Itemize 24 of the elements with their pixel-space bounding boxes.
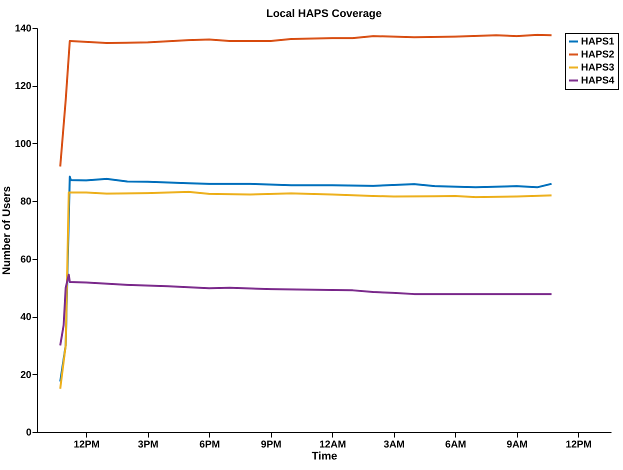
y-tick-label: 0 bbox=[26, 428, 32, 438]
legend-label: HAPS2 bbox=[581, 50, 615, 60]
y-tick-label: 100 bbox=[14, 138, 32, 150]
y-tick-label: 120 bbox=[14, 81, 32, 92]
x-tick-label: 3AM bbox=[384, 440, 405, 450]
x-tick-label: 12AM bbox=[319, 440, 346, 450]
y-tick-label: 140 bbox=[14, 24, 32, 34]
y-tick-label: 60 bbox=[20, 254, 32, 266]
y-axis-title: Number of Users bbox=[0, 186, 13, 275]
legend-label: HAPS4 bbox=[581, 76, 615, 86]
x-tick-label: 12PM bbox=[74, 440, 100, 450]
y-tick-label: 80 bbox=[20, 196, 32, 208]
y-tick-label: 20 bbox=[20, 370, 32, 381]
legend-label: HAPS3 bbox=[581, 62, 615, 74]
legend-label: HAPS1 bbox=[581, 36, 615, 48]
y-tick-label: 40 bbox=[20, 312, 32, 324]
x-axis-title: Time bbox=[312, 450, 338, 462]
x-tick-label: 12PM bbox=[566, 440, 592, 450]
x-tick-label: 3PM bbox=[138, 440, 158, 450]
x-tick-label: 9PM bbox=[260, 440, 282, 450]
x-tick-label: 6PM bbox=[199, 440, 220, 450]
chart-title: Local HAPS Coverage bbox=[266, 8, 382, 20]
x-tick-label: 6AM bbox=[445, 440, 466, 450]
x-tick-label: 9AM bbox=[506, 440, 528, 450]
